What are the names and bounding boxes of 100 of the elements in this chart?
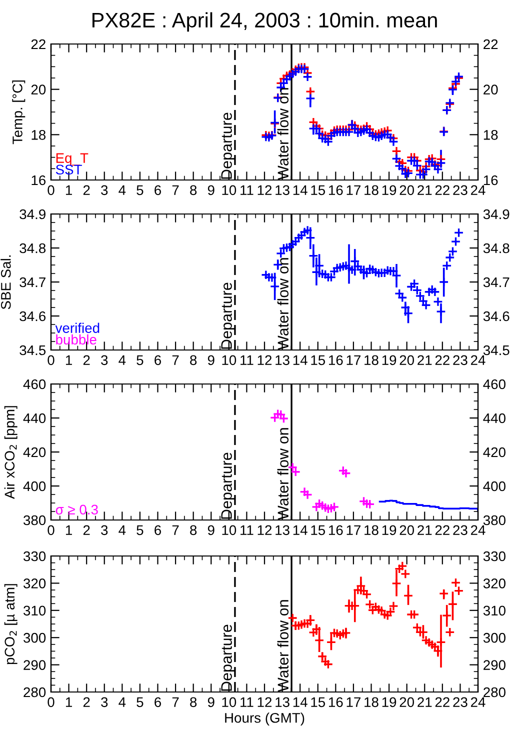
y2-tick-label: 460 xyxy=(483,379,506,390)
x-tick-label: 0 xyxy=(48,525,54,536)
x-tick-label: 13 xyxy=(276,355,290,366)
ref-line-label: Water flow on xyxy=(277,600,289,692)
x-tick-label: 18 xyxy=(364,697,378,708)
x-tick-label: 6 xyxy=(154,185,161,196)
x-tick-label: 8 xyxy=(190,525,197,536)
x-tick-label: 1 xyxy=(66,697,72,707)
x-tick-label: 17 xyxy=(346,355,360,365)
x-tick-label: 0 xyxy=(48,355,54,366)
x-tick-label: 21 xyxy=(418,697,432,707)
y-tick-label: 320 xyxy=(24,578,46,588)
text: Eq_T xyxy=(56,153,88,166)
text: verified xyxy=(55,322,100,333)
y-tick-label: 400 xyxy=(23,481,46,492)
x-tick-label: 7 xyxy=(172,697,179,707)
x-tick-label: 13 xyxy=(276,185,290,196)
x-tick-label: 15 xyxy=(311,525,326,536)
y-axis-title: Air xCO$_{2}$ [ppm] xyxy=(4,406,18,499)
y2-tick-label: 20 xyxy=(484,84,498,95)
x-tick-label: 9 xyxy=(208,355,214,366)
chart-title: PX82E : April 24, 2003 : 10min. mean xyxy=(92,12,437,32)
x-tick-label: 3 xyxy=(101,185,108,196)
x-tick-label: 22 xyxy=(435,355,450,365)
x-tick-label: 18 xyxy=(364,355,378,366)
y-tick-label: 330 xyxy=(24,551,46,562)
x-tick-label: 21 xyxy=(418,185,432,195)
y-tick-label: 420 xyxy=(23,447,46,458)
x-tick-label: 14 xyxy=(293,697,308,707)
x-tick-label: 20 xyxy=(400,355,414,366)
y-tick-label: 460 xyxy=(23,379,46,390)
x-tick-label: 22 xyxy=(435,697,450,707)
y2-tick-label: 34.5 xyxy=(483,345,510,356)
y2-tick-label: 16 xyxy=(484,175,498,186)
legend-label: bubble xyxy=(56,334,96,345)
x-tick-label: 15 xyxy=(311,697,326,708)
x-tick-label: 2 xyxy=(83,697,90,707)
y-tick-label: 34.5 xyxy=(20,345,46,356)
x-tick-label: 4 xyxy=(118,697,126,707)
x-tick-label: 9 xyxy=(208,697,214,708)
y2-tick-label: 34.6 xyxy=(483,311,510,322)
x-tick-label: 19 xyxy=(382,697,396,708)
x-tick-label: 18 xyxy=(364,185,378,196)
x-tick-label: 2 xyxy=(83,355,90,365)
y-tick-label: 16 xyxy=(32,175,46,186)
x-tick-label: 12 xyxy=(258,355,272,365)
ref-line-label: Water flow on xyxy=(277,428,289,520)
x-tick-label: 20 xyxy=(400,697,414,708)
x-tick-label: 4 xyxy=(118,185,126,195)
x-tick-label: 10 xyxy=(222,185,236,196)
y2-tick-label: 380 xyxy=(483,515,506,526)
x-tick-label: 21 xyxy=(418,355,432,365)
y2-tick-label: 290 xyxy=(484,660,506,670)
y2-tick-label: 440 xyxy=(483,413,506,424)
y-axis-title: SBE Sal. xyxy=(0,255,11,310)
x-tick-label: 16 xyxy=(329,525,343,536)
x-tick-label: 22 xyxy=(435,525,450,535)
y-tick-label: 300 xyxy=(24,632,46,643)
x-tick-label: 7 xyxy=(172,355,179,365)
ref-line-label: Departure xyxy=(221,282,235,349)
x-tick-label: 18 xyxy=(364,525,378,536)
y-tick-label: 310 xyxy=(24,606,46,616)
x-tick-label: 9 xyxy=(208,525,214,536)
x-tick-label: 12 xyxy=(258,185,272,195)
y2-tick-label: 420 xyxy=(483,447,506,458)
y2-tick-label: 34.9 xyxy=(483,209,510,220)
x-tick-label: 8 xyxy=(190,355,197,366)
ref-line-label: Departure xyxy=(221,112,235,179)
x-tick-label: 5 xyxy=(136,355,144,366)
y-tick-label: 34.7 xyxy=(20,277,46,288)
x-tick-label: 14 xyxy=(293,185,308,195)
x-tick-label: 23 xyxy=(453,355,468,366)
y2-tick-label: 320 xyxy=(483,578,506,588)
x-tick-label: 3 xyxy=(101,697,108,708)
x-tick-label: 13 xyxy=(276,525,290,536)
y-tick-label: 34.9 xyxy=(20,209,46,220)
x-axis-title: Hours (GMT) xyxy=(225,712,304,726)
x-tick-label: 16 xyxy=(329,185,343,196)
x-tick-label: 2 xyxy=(83,185,90,195)
y-tick-label: 440 xyxy=(23,413,46,424)
x-tick-label: 11 xyxy=(240,525,254,535)
y-tick-label: 380 xyxy=(24,515,46,526)
x-tick-label: 17 xyxy=(346,697,360,707)
y2-tick-label: 34.7 xyxy=(483,277,510,288)
x-tick-label: 8 xyxy=(190,185,197,196)
x-tick-label: 23 xyxy=(453,525,468,536)
x-tick-label: 1 xyxy=(66,525,72,535)
x-tick-label: 14 xyxy=(293,355,308,365)
y2-tick-label: 22 xyxy=(484,39,498,50)
y2-tick-label: 280 xyxy=(484,687,506,698)
x-tick-label: 5 xyxy=(136,525,144,536)
x-tick-label: 24 xyxy=(470,525,486,535)
y-tick-label: 18 xyxy=(32,130,46,140)
x-tick-label: 5 xyxy=(136,185,144,196)
y2-tick-label: 330 xyxy=(483,551,506,562)
y-axis-title: pCO$_{2}$ [µ atm] xyxy=(4,584,18,664)
x-tick-label: 19 xyxy=(382,185,396,196)
x-tick-label: 24 xyxy=(470,355,486,365)
x-tick-label: 1 xyxy=(66,185,72,195)
x-tick-label: 0 xyxy=(48,697,54,708)
